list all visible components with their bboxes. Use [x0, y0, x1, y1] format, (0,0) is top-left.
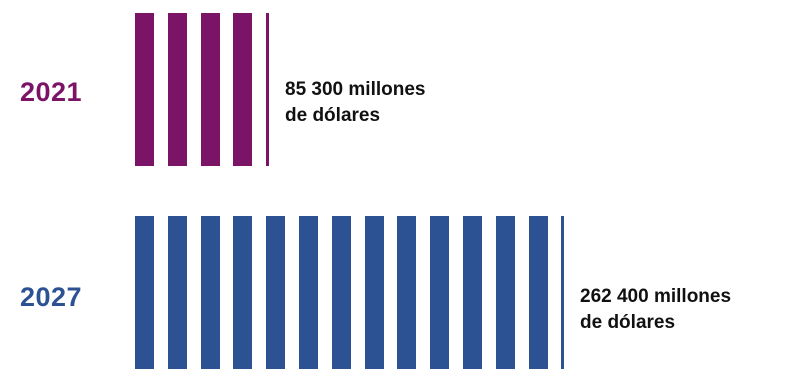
amount-2021-line2: de dólares	[285, 105, 381, 126]
bar-stripe-2027-10	[430, 216, 450, 369]
year-label-2021: 2021	[20, 77, 83, 107]
bar-stripe-2027-9	[397, 216, 417, 369]
bar-stripe-2027-5	[266, 216, 286, 369]
bar-stripe-2027-1	[135, 216, 154, 369]
bar-stripe-2027-2	[167, 216, 187, 369]
bar-stripe-2021-4	[233, 13, 253, 166]
bar-stripe-2021-1	[135, 13, 154, 166]
bar-stripe-2027-12	[495, 216, 515, 369]
amount-label-2021: 85 300 millones de dólares	[285, 77, 425, 129]
bar-stripe-2027-6	[299, 216, 318, 369]
bar-stripe-2021-2	[167, 13, 187, 166]
amount-2027-line1: 262 400 millones	[580, 286, 732, 307]
amount-2027-line2: de dólares	[580, 312, 676, 333]
year-label-2027: 2027	[20, 282, 83, 312]
bar-stripe-2027-partial	[561, 216, 565, 369]
bar-stripe-2027-11	[463, 216, 482, 369]
row-2021: 2021 85 300 millones de dólares	[0, 0, 794, 180]
bar-stripe-2021-partial	[266, 13, 270, 166]
amount-label-2027: 262 400 millones de dólares	[580, 284, 731, 336]
bar-stripe-2021-3	[200, 13, 220, 166]
amount-2021-line1: 85 300 millones	[285, 79, 426, 100]
bar-stripe-2027-13	[528, 216, 548, 369]
bar-stripe-2027-3	[200, 216, 220, 369]
bar-stripe-2027-8	[364, 216, 384, 369]
bar-stripe-2027-4	[233, 216, 253, 369]
bar-stripe-2027-7	[331, 216, 351, 369]
